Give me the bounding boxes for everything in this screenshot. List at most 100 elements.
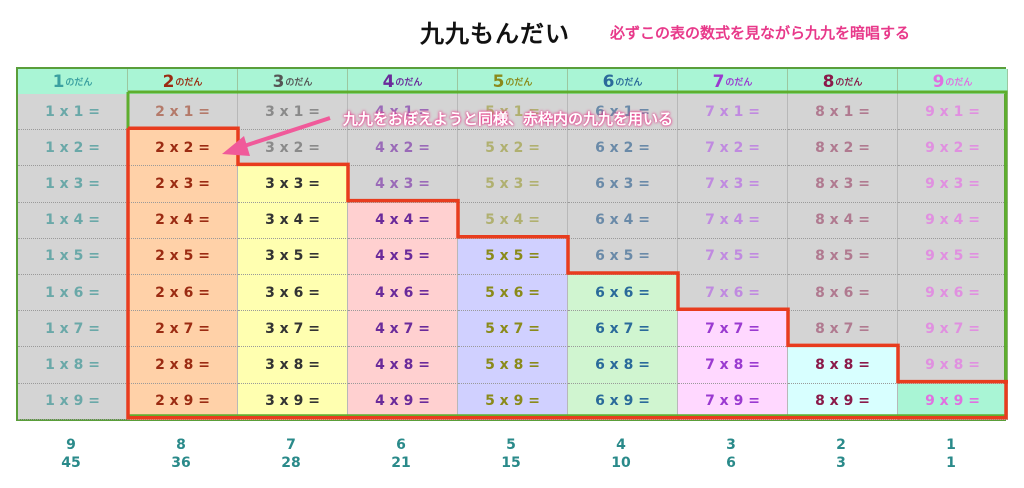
table-cell: 7 x 5 =	[678, 238, 788, 275]
table-cell: 1 x 5 =	[18, 238, 128, 275]
page-title: 九九もんだい	[420, 20, 570, 48]
column-header-suffix: のだん	[615, 78, 643, 88]
footer-column: 5 15	[456, 436, 566, 472]
table-cell: 2 x 4 =	[128, 202, 238, 239]
table-cell: 3 x 2 =	[238, 130, 348, 167]
table-cell: 8 x 8 =	[788, 347, 898, 384]
table-cell: 7 x 3 =	[678, 166, 788, 203]
column-header-number: 7	[712, 71, 725, 92]
column-header-8: 8 のだん	[788, 69, 898, 94]
footer-count: 4	[616, 437, 626, 453]
footer-count: 6	[396, 437, 406, 453]
table-cell: 4 x 2 =	[348, 130, 458, 167]
table-cell: 2 x 9 =	[128, 383, 238, 420]
column-header-number: 3	[272, 71, 285, 92]
column-header-2: 2 のだん	[128, 69, 238, 94]
table-cell: 3 x 9 =	[238, 383, 348, 420]
table-cell: 1 x 3 =	[18, 166, 128, 203]
column-header-suffix: のだん	[505, 78, 533, 88]
table-cell: 9 x 1 =	[898, 94, 1008, 131]
footer-column: 8 36	[126, 436, 236, 472]
table-cell: 8 x 9 =	[788, 383, 898, 420]
table-cell: 5 x 2 =	[458, 130, 568, 167]
column-header-suffix: のだん	[725, 78, 753, 88]
table-cell: 5 x 6 =	[458, 275, 568, 312]
table-cell: 7 x 8 =	[678, 347, 788, 384]
table-cell: 9 x 5 =	[898, 238, 1008, 275]
table-cell: 1 x 9 =	[18, 383, 128, 420]
footer-column: 4 10	[566, 436, 676, 472]
table-cell: 9 x 6 =	[898, 275, 1008, 312]
table-cell: 2 x 8 =	[128, 347, 238, 384]
footer-column: 9 45	[16, 436, 126, 472]
table-cell: 3 x 1 =	[238, 94, 348, 131]
column-header-number: 6	[602, 71, 615, 92]
table-cell: 9 x 3 =	[898, 166, 1008, 203]
table-cell: 8 x 6 =	[788, 275, 898, 312]
table-cell: 7 x 4 =	[678, 202, 788, 239]
table-cell: 1 x 8 =	[18, 347, 128, 384]
table-cell: 9 x 7 =	[898, 311, 1008, 348]
table-cell: 6 x 2 =	[568, 130, 678, 167]
footer-count: 1	[946, 437, 956, 453]
table-cell: 3 x 7 =	[238, 311, 348, 348]
table-cell: 6 x 3 =	[568, 166, 678, 203]
table-cell: 1 x 1 =	[18, 94, 128, 131]
table-cell: 1 x 4 =	[18, 202, 128, 239]
footer-count: 7	[286, 437, 296, 453]
table-cell: 2 x 3 =	[128, 166, 238, 203]
table-cell: 6 x 4 =	[568, 202, 678, 239]
table-cell: 6 x 6 =	[568, 275, 678, 312]
table-cell: 9 x 4 =	[898, 202, 1008, 239]
table-cell: 4 x 3 =	[348, 166, 458, 203]
table-cell: 1 x 7 =	[18, 311, 128, 348]
table-cell: 9 x 2 =	[898, 130, 1008, 167]
table-cell: 8 x 7 =	[788, 311, 898, 348]
table-cell: 3 x 4 =	[238, 202, 348, 239]
footer-column: 7 28	[236, 436, 346, 472]
column-header-suffix: のだん	[395, 78, 423, 88]
table-cell: 4 x 9 =	[348, 383, 458, 420]
footer-count: 3	[726, 437, 736, 453]
footer-column: 6 21	[346, 436, 456, 472]
footer-total: 45	[61, 455, 81, 471]
table-cell: 5 x 9 =	[458, 383, 568, 420]
column-header-suffix: のだん	[945, 78, 973, 88]
table-cell: 4 x 6 =	[348, 275, 458, 312]
footer-total: 21	[391, 455, 411, 471]
column-header-suffix: のだん	[835, 78, 863, 88]
table-cell: 8 x 3 =	[788, 166, 898, 203]
page-subtitle: 必ずこの表の数式を見ながら九九を暗唱する	[610, 24, 911, 42]
column-header-3: 3 のだん	[238, 69, 348, 94]
footer-count: 5	[506, 437, 516, 453]
table-cell: 2 x 7 =	[128, 311, 238, 348]
table-cell: 2 x 5 =	[128, 238, 238, 275]
column-header-number: 1	[52, 71, 65, 92]
table-cell: 3 x 3 =	[238, 166, 348, 203]
footer-total: 3	[836, 455, 846, 471]
table-cell: 1 x 2 =	[18, 130, 128, 167]
table-cell: 7 x 6 =	[678, 275, 788, 312]
column-header-7: 7 のだん	[678, 69, 788, 94]
table-cell: 9 x 8 =	[898, 347, 1008, 384]
footer-total: 28	[281, 455, 301, 471]
table-cell: 4 x 5 =	[348, 238, 458, 275]
table-cell: 9 x 9 =	[898, 383, 1008, 420]
table-cell: 4 x 7 =	[348, 311, 458, 348]
footer-count: 9	[66, 437, 76, 453]
table-cell: 3 x 6 =	[238, 275, 348, 312]
table-cell: 2 x 1 =	[128, 94, 238, 131]
footer-total: 15	[501, 455, 521, 471]
table-cell: 5 x 5 =	[458, 238, 568, 275]
table-cell: 7 x 9 =	[678, 383, 788, 420]
column-header-number: 5	[492, 71, 505, 92]
column-header-suffix: のだん	[175, 78, 203, 88]
footer-total: 10	[611, 455, 631, 471]
table-cell: 5 x 4 =	[458, 202, 568, 239]
table-cell: 6 x 5 =	[568, 238, 678, 275]
table-cell: 6 x 7 =	[568, 311, 678, 348]
table-cell: 7 x 2 =	[678, 130, 788, 167]
callout-label: 九九をおぼえようと同様、赤枠内の九九を用いる	[343, 110, 674, 128]
column-header-6: 6 のだん	[568, 69, 678, 94]
